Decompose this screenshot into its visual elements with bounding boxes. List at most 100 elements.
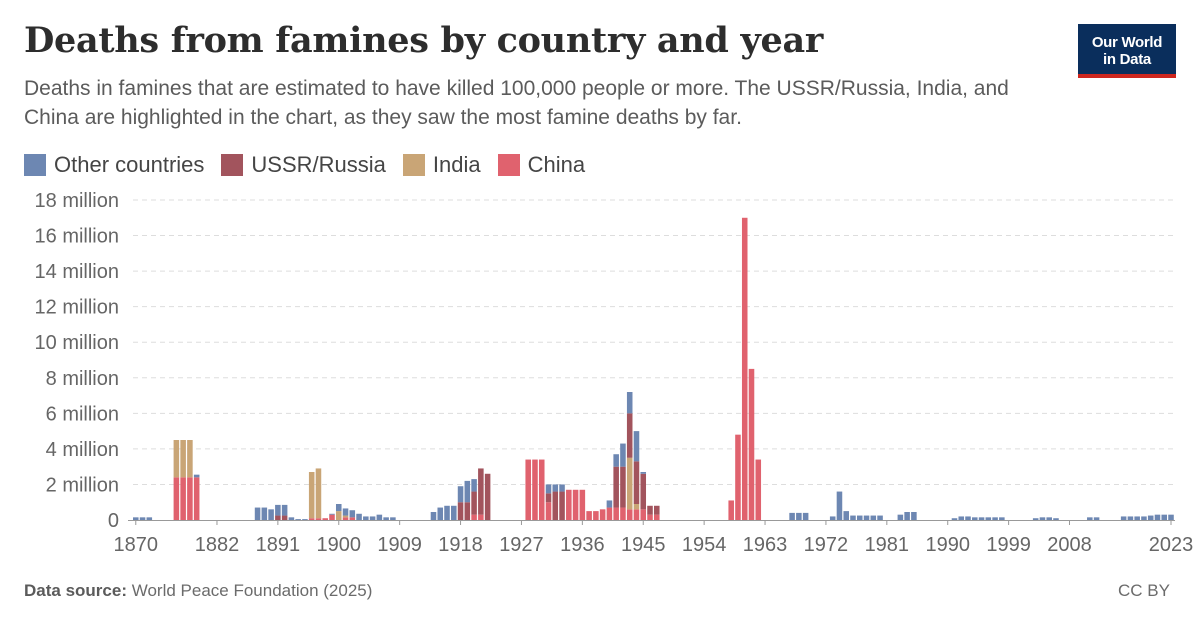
bar-segment[interactable] — [322, 518, 329, 520]
bar-segment[interactable] — [295, 519, 301, 520]
bar-segment[interactable] — [1154, 514, 1161, 520]
bar-segment[interactable] — [951, 518, 958, 520]
bar-segment[interactable] — [471, 479, 477, 492]
bar-segment[interactable] — [1134, 516, 1140, 520]
bar-segment[interactable] — [606, 507, 613, 520]
bar-segment[interactable] — [789, 512, 795, 520]
bar-segment[interactable] — [856, 515, 863, 520]
bar-segment[interactable] — [545, 493, 552, 503]
bar-segment[interactable] — [437, 507, 444, 520]
bar-segment[interactable] — [735, 434, 741, 520]
bar-segment[interactable] — [342, 508, 349, 516]
bar-segment[interactable] — [281, 515, 288, 520]
bar-segment[interactable] — [870, 515, 877, 520]
bar-segment[interactable] — [464, 480, 471, 503]
bar-segment[interactable] — [633, 431, 640, 462]
bar-segment[interactable] — [173, 440, 180, 478]
bar-segment[interactable] — [281, 504, 288, 516]
bar-segment[interactable] — [180, 477, 186, 520]
bar-segment[interactable] — [1032, 518, 1039, 520]
bar-segment[interactable] — [640, 472, 647, 474]
owid-logo[interactable]: Our World in Data — [1078, 24, 1176, 78]
bar-segment[interactable] — [288, 517, 295, 520]
bar-segment[interactable] — [985, 517, 992, 520]
bar-segment[interactable] — [755, 459, 762, 520]
bar-segment[interactable] — [728, 500, 734, 520]
bar-segment[interactable] — [843, 511, 850, 520]
bar-segment[interactable] — [457, 502, 464, 520]
bar-segment[interactable] — [1039, 517, 1046, 520]
bar-segment[interactable] — [647, 514, 653, 520]
bar-segment[interactable] — [471, 491, 477, 515]
bar-segment[interactable] — [342, 517, 349, 520]
bar-segment[interactable] — [850, 515, 856, 520]
bar-segment[interactable] — [349, 517, 356, 520]
legend-item-ussr-russia[interactable]: USSR/Russia — [221, 152, 386, 178]
bar-segment[interactable] — [965, 516, 971, 520]
bar-segment[interactable] — [972, 517, 978, 520]
bar-segment[interactable] — [545, 484, 552, 494]
bar-segment[interactable] — [329, 514, 335, 520]
legend-item-china[interactable]: China — [497, 152, 585, 178]
bar-segment[interactable] — [552, 484, 559, 492]
bar-segment[interactable] — [1093, 517, 1100, 520]
bar-segment[interactable] — [796, 512, 802, 520]
bar-segment[interactable] — [383, 517, 389, 520]
bar-segment[interactable] — [532, 459, 538, 520]
bar-segment[interactable] — [897, 514, 904, 520]
bar-segment[interactable] — [647, 505, 653, 515]
bar-segment[interactable] — [254, 507, 261, 520]
bar-segment[interactable] — [376, 514, 383, 520]
bar-segment[interactable] — [559, 484, 565, 492]
bar-segment[interactable] — [193, 477, 200, 520]
license-link[interactable]: CC BY — [1118, 581, 1170, 600]
legend-item-india[interactable]: India — [402, 152, 481, 178]
bar-segment[interactable] — [829, 516, 836, 520]
bar-segment[interactable] — [349, 510, 356, 518]
bar-segment[interactable] — [626, 413, 633, 458]
bar-segment[interactable] — [640, 473, 647, 510]
bar-segment[interactable] — [654, 505, 660, 515]
bar-segment[interactable] — [606, 500, 613, 508]
bar-segment[interactable] — [451, 505, 457, 520]
bar-segment[interactable] — [308, 518, 315, 520]
bar-segment[interactable] — [275, 504, 281, 516]
bar-segment[interactable] — [369, 516, 376, 520]
bar-segment[interactable] — [342, 515, 349, 518]
bar-segment[interactable] — [1147, 515, 1154, 520]
bar-segment[interactable] — [1127, 516, 1134, 520]
bar-segment[interactable] — [1168, 514, 1174, 520]
bar-segment[interactable] — [390, 517, 396, 520]
bar-segment[interactable] — [1161, 514, 1168, 520]
bar-segment[interactable] — [457, 486, 464, 503]
bar-segment[interactable] — [802, 512, 809, 520]
bar-segment[interactable] — [187, 477, 193, 520]
bar-segment[interactable] — [579, 489, 586, 520]
bar-segment[interactable] — [741, 217, 748, 520]
bar-segment[interactable] — [261, 507, 268, 520]
bar-segment[interactable] — [1046, 517, 1052, 520]
bar-segment[interactable] — [613, 466, 619, 508]
bar-segment[interactable] — [275, 515, 281, 520]
bar-segment[interactable] — [559, 491, 565, 520]
bar-segment[interactable] — [464, 502, 471, 520]
bar-segment[interactable] — [626, 509, 633, 520]
bar-segment[interactable] — [1087, 517, 1093, 520]
bar-segment[interactable] — [626, 457, 633, 510]
bar-segment[interactable] — [173, 477, 180, 520]
bar-segment[interactable] — [992, 517, 998, 520]
bar-segment[interactable] — [302, 519, 308, 520]
bar-segment[interactable] — [633, 461, 640, 504]
bar-segment[interactable] — [180, 440, 186, 478]
bar-segment[interactable] — [538, 459, 545, 520]
bar-segment[interactable] — [335, 511, 342, 520]
bar-segment[interactable] — [1120, 516, 1127, 520]
bar-segment[interactable] — [430, 512, 437, 520]
bar-segment[interactable] — [478, 468, 484, 515]
bar-segment[interactable] — [444, 505, 450, 520]
bar-segment[interactable] — [363, 516, 369, 520]
bar-segment[interactable] — [613, 454, 619, 467]
bar-segment[interactable] — [146, 517, 153, 520]
bar-segment[interactable] — [1053, 518, 1059, 520]
bar-segment[interactable] — [525, 459, 531, 520]
